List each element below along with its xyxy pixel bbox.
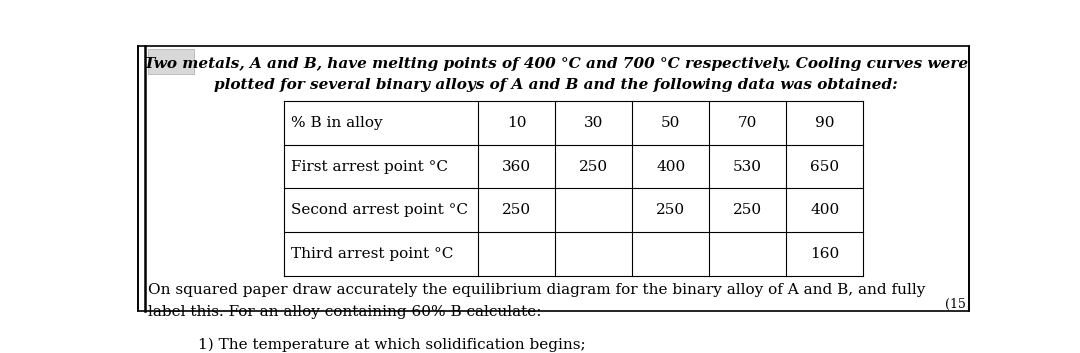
Text: 90: 90 [815,116,835,130]
Text: (15: (15 [945,298,967,311]
Text: 360: 360 [502,160,531,174]
Text: % B in alloy: % B in alloy [291,116,382,130]
Text: plotted for several binary alloys of A and B and the following data was obtained: plotted for several binary alloys of A a… [214,78,897,92]
Text: 400: 400 [810,203,839,217]
Text: label this. For an alloy containing 60% B calculate:: label this. For an alloy containing 60% … [148,305,541,319]
Text: 30: 30 [584,116,604,130]
Text: 10: 10 [507,116,526,130]
Text: 1) The temperature at which solidification begins;: 1) The temperature at which solidificati… [198,338,585,352]
Bar [148,49,193,74]
Text: 530: 530 [733,160,762,174]
Text: 250: 250 [502,203,531,217]
Text: On squared paper draw accurately the equilibrium diagram for the binary alloy of: On squared paper draw accurately the equ… [148,283,924,297]
Text: 400: 400 [656,160,686,174]
Text: Third arrest point °C: Third arrest point °C [291,247,453,261]
Text: 70: 70 [738,116,757,130]
Text: 250: 250 [657,203,685,217]
Text: Two metals, A and B, have melting points of 400 °C and 700 °C respectively. Cool: Two metals, A and B, have melting points… [144,57,968,71]
Text: 160: 160 [810,247,839,261]
Text: 650: 650 [810,160,839,174]
Text: 50: 50 [661,116,680,130]
Text: First arrest point °C: First arrest point °C [291,160,448,174]
Text: 250: 250 [733,203,762,217]
Text: Second arrest point °C: Second arrest point °C [291,203,468,217]
Text: 250: 250 [579,160,608,174]
